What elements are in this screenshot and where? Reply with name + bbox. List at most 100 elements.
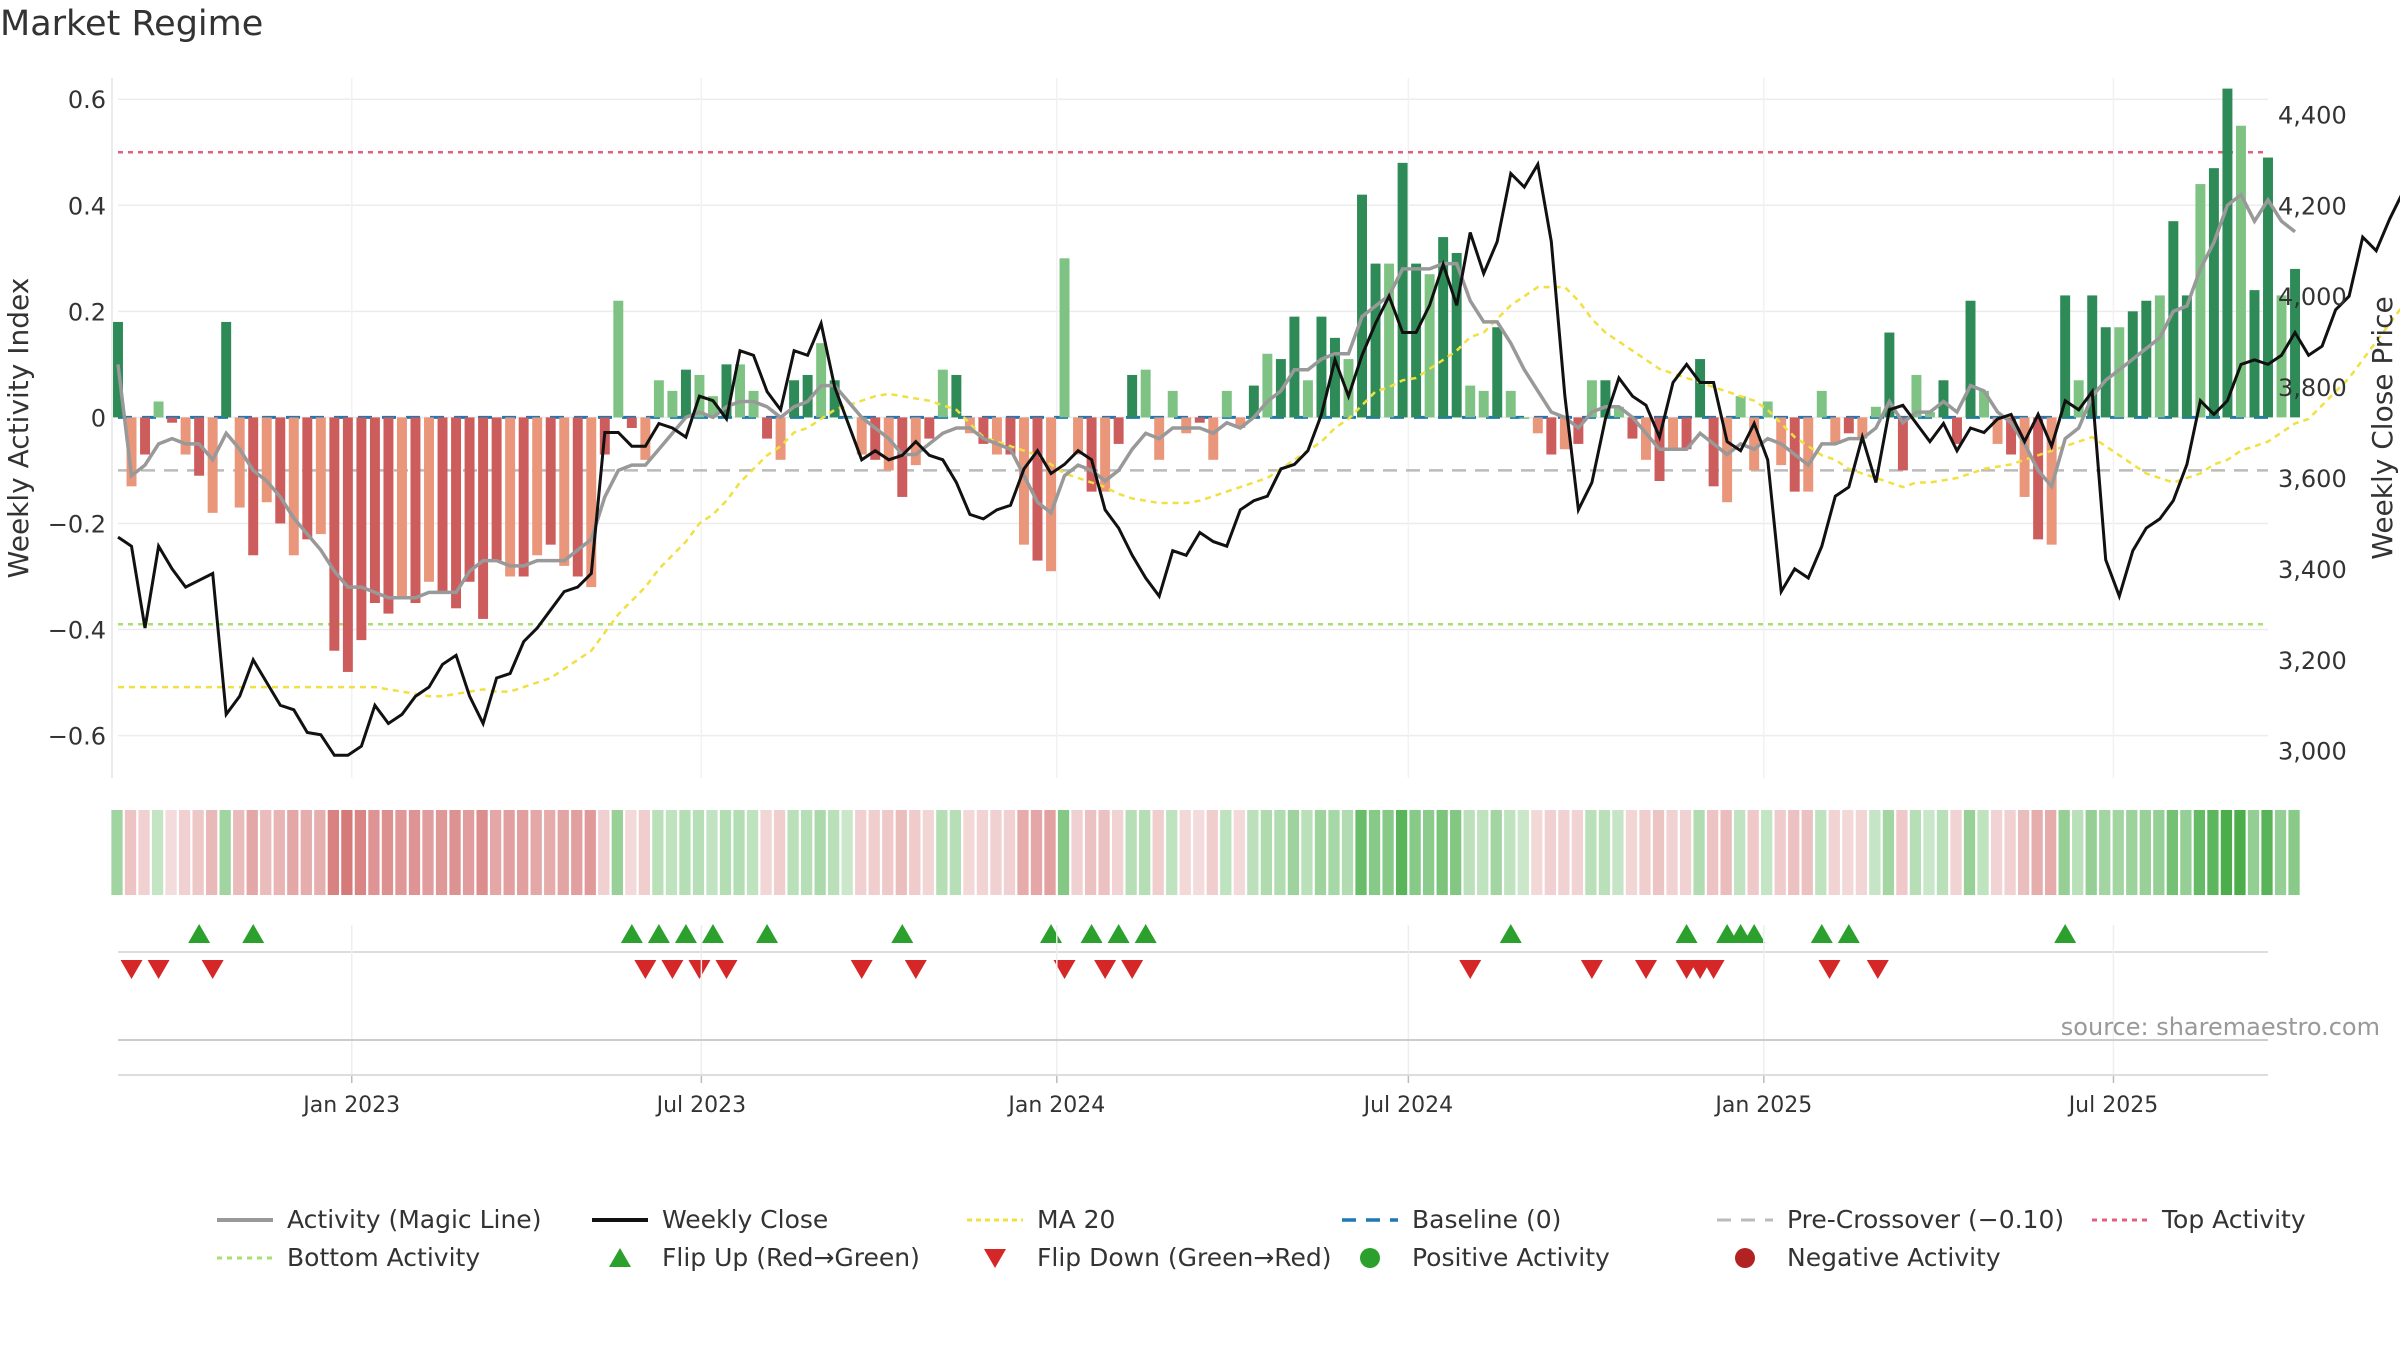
flip-down-marker [147, 960, 170, 979]
regime-strip-cell [517, 810, 529, 895]
legend-label: Negative Activity [1787, 1243, 2001, 1272]
activity-magic-line [116, 192, 2297, 600]
legend-item-precross: Pre-Crossover (−0.10) [1715, 1205, 2064, 1234]
activity-bar [1911, 374, 1922, 418]
activity-bar [572, 417, 583, 577]
regime-strip-cell [2220, 810, 2233, 895]
regime-strip-cell [2261, 810, 2273, 895]
regime-strip-cell [1612, 810, 1624, 895]
regime-strip-cell [151, 810, 164, 895]
activity-bar [1586, 380, 1597, 418]
regime-strip-cell [868, 810, 880, 895]
activity-bar [1397, 162, 1408, 418]
regime-strip-cell [787, 810, 799, 895]
flip-up-marker [2054, 924, 2077, 943]
regime-strip-cell [706, 810, 718, 895]
regime-strip-cell [1815, 810, 1827, 895]
regime-strip-cell [1936, 810, 1949, 895]
regime-strip-cell [1030, 810, 1043, 895]
regime-strip-cell [909, 810, 921, 895]
activity-bar [1830, 417, 1841, 444]
flip-up-marker [1107, 924, 1130, 943]
regime-strip-cell [1328, 810, 1340, 895]
regime-strip-cell [1450, 810, 1462, 895]
regime-strip-cell [476, 810, 488, 895]
regime-strip-cell [1382, 810, 1394, 895]
activity-bar [261, 417, 272, 503]
flip-down-marker [1866, 960, 1889, 979]
activity-bar [1424, 274, 1435, 418]
regime-strip-cell [990, 810, 1002, 895]
regime-strip-cell [1679, 810, 1692, 895]
regime-strip-cell [2166, 810, 2178, 895]
regime-strip-cell [936, 810, 948, 895]
flip-down-marker [661, 960, 684, 979]
activity-bar [424, 417, 434, 582]
ma20-line [118, 285, 2400, 698]
activity-bar [586, 417, 597, 588]
y-right-tick-label: 3,000 [2278, 738, 2347, 766]
x-tick-label: Jul 2024 [1362, 1093, 1454, 1118]
activity-bar [1532, 417, 1543, 434]
flip-up-marker [647, 924, 670, 943]
regime-strip-cell [2234, 810, 2246, 895]
activity-bar [275, 417, 286, 524]
regime-strip-cell [1585, 810, 1597, 895]
flip-down-marker [120, 960, 143, 979]
regime-strip-cell [692, 810, 705, 895]
y-left-tick-label: −0.4 [48, 617, 106, 645]
flip-down-marker [904, 960, 927, 979]
regime-strip-cell [1233, 810, 1245, 895]
activity-bar [991, 417, 1002, 455]
regime-strip-cell [1477, 810, 1489, 895]
activity-bar [978, 417, 989, 444]
reference-lines [118, 150, 2268, 626]
activity-bar [1776, 417, 1787, 466]
regime-strip-cell [1909, 810, 1922, 895]
regime-strip-cell [1314, 810, 1327, 895]
flip-down-marker [1121, 960, 1144, 979]
activity-bar [789, 380, 800, 418]
activity-bar [1938, 380, 1949, 418]
activity-bar [1032, 417, 1043, 561]
activity-bar [951, 374, 962, 418]
activity-bar [1005, 417, 1016, 455]
regime-strip-cell [557, 810, 569, 895]
activity-bar [1803, 417, 1814, 492]
activity-bar [1343, 359, 1354, 418]
activity-bar [2060, 295, 2071, 418]
regime-strip-cell [1734, 810, 1746, 895]
y-right-tick-label: 3,600 [2278, 465, 2347, 493]
regime-strip-cell [1720, 810, 1732, 895]
regime-strip-cell [1422, 810, 1435, 895]
regime-strip-cell [1666, 810, 1678, 895]
activity-bar [437, 417, 448, 593]
activity-bar [1073, 417, 1084, 455]
regime-strip-cell [354, 810, 367, 895]
activity-bar [1384, 263, 1395, 418]
regime-strip-cell [138, 810, 150, 895]
regime-strip-cell [1057, 810, 1070, 895]
activity-bar [2006, 417, 2017, 455]
regime-strip-cell [1368, 810, 1381, 895]
regime-strip-cell [489, 810, 502, 895]
activity-bar [2114, 327, 2125, 418]
regime-strip-cell [1409, 810, 1421, 895]
activity-bar [964, 417, 975, 434]
series-lines [116, 160, 2400, 757]
activity-bar [735, 364, 745, 418]
legend-swatch-icon [590, 1207, 650, 1233]
y-right-tick-label: 3,200 [2278, 647, 2347, 675]
regime-strip-cell [949, 810, 962, 895]
legend-label: Flip Down (Green→Red) [1037, 1243, 1332, 1272]
regime-strip-cell [882, 810, 894, 895]
activity-bar [288, 417, 299, 556]
activity-bar [1897, 417, 1908, 471]
activity-bar [532, 417, 543, 556]
regime-strip-cell [233, 810, 245, 895]
regime-strip-cell [598, 810, 610, 895]
activity-bar [1762, 401, 1773, 418]
activity-bar [1221, 390, 1232, 418]
activity-bar [1816, 390, 1827, 418]
legend-swatch-icon [2090, 1207, 2150, 1233]
